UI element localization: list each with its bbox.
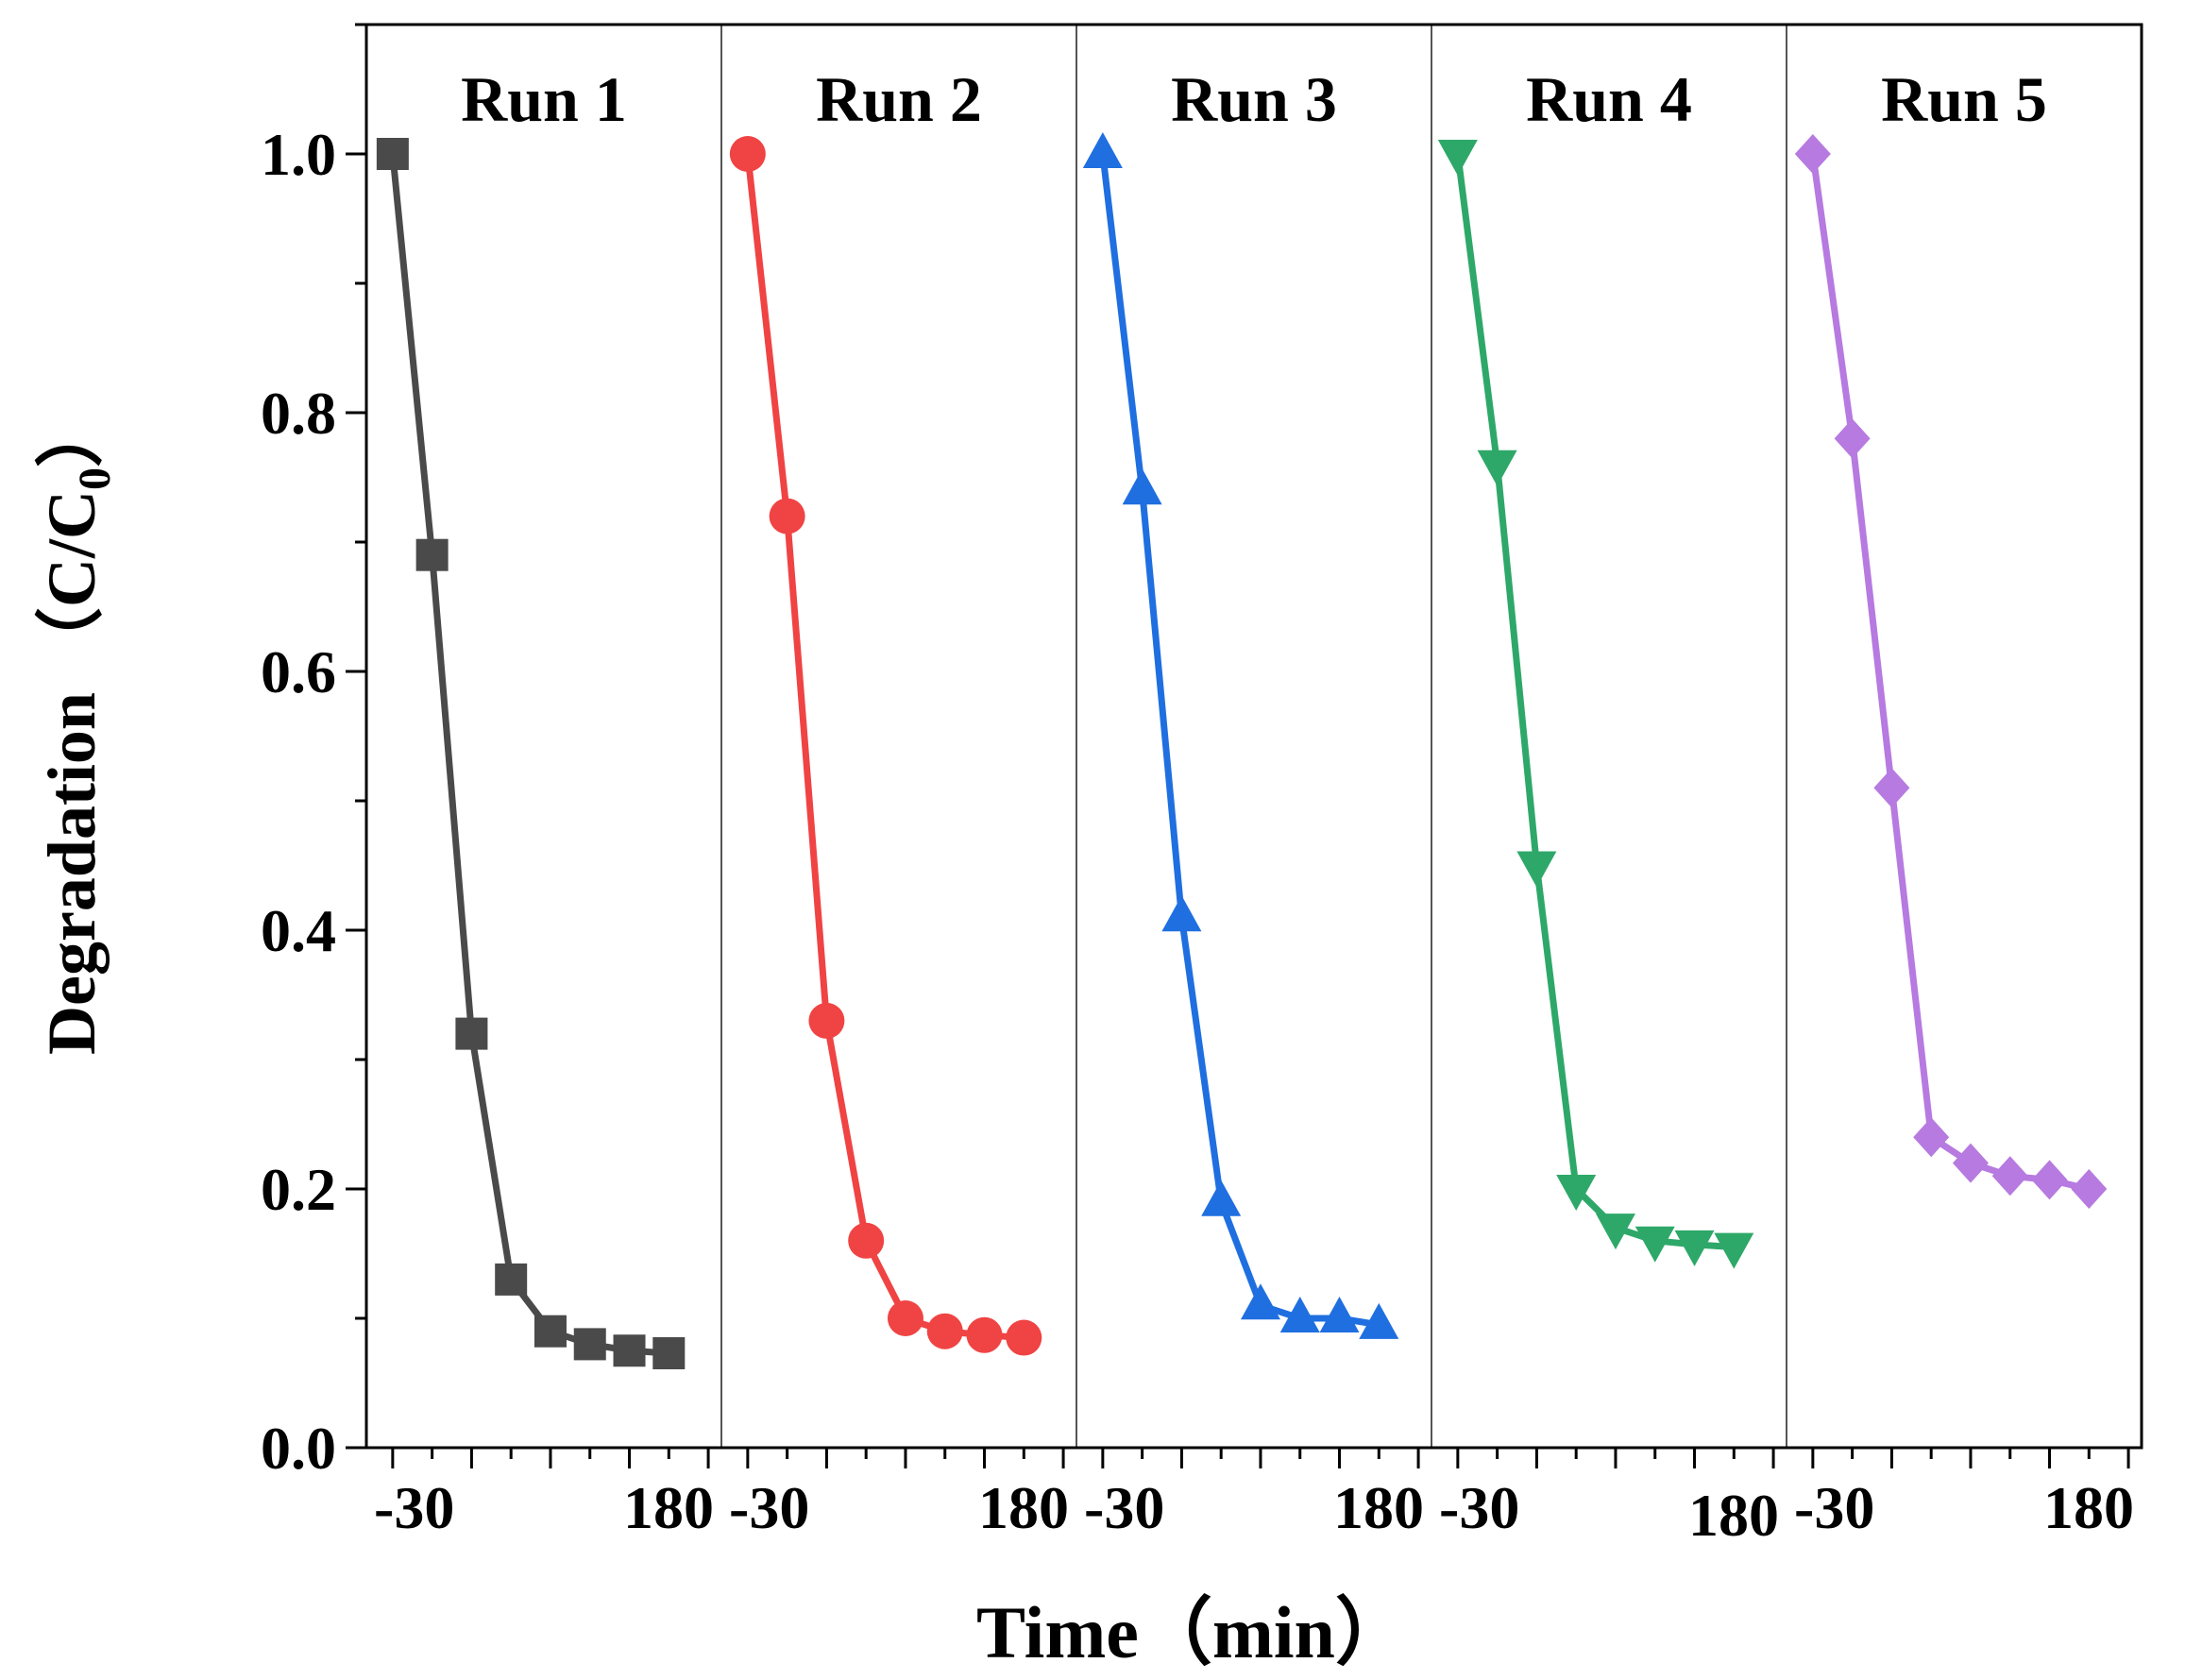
- data-point-run-2: [1006, 1319, 1042, 1356]
- run-label: Run 4: [1526, 63, 1692, 135]
- x-tick-label: -30: [1794, 1474, 1874, 1541]
- x-tick-label: -30: [729, 1474, 809, 1541]
- data-point-run-1: [613, 1334, 646, 1367]
- y-tick-label: 0.8: [261, 380, 336, 447]
- data-point-run-1: [415, 538, 449, 571]
- data-point-run-2: [848, 1222, 885, 1259]
- run-label: Run 5: [1881, 63, 2047, 135]
- x-tick-label: 180: [623, 1474, 714, 1541]
- data-point-run-5: [1873, 768, 1910, 808]
- x-tick-label: 180: [1688, 1482, 1779, 1549]
- data-point-run-4: [1556, 1175, 1597, 1211]
- data-point-run-1: [376, 138, 409, 170]
- data-point-run-3: [1279, 1297, 1320, 1332]
- axes: [346, 23, 2143, 1468]
- data-point-run-2: [808, 1002, 845, 1039]
- x-tick-label: -30: [1439, 1474, 1519, 1541]
- data-point-run-5: [2071, 1169, 2108, 1209]
- run-separators: [720, 25, 1787, 1448]
- data-point-run-5: [1834, 418, 1871, 459]
- data-point-run-2: [729, 136, 766, 172]
- x-tick-label: 180: [978, 1474, 1069, 1541]
- data-point-run-5: [1991, 1156, 2028, 1196]
- y-tick-label: 0.4: [261, 897, 336, 964]
- labels: 0.00.20.40.60.81.0-30 180 -30 180 -30 180 -30 1…: [261, 63, 2134, 1549]
- series: [376, 132, 2108, 1369]
- data-point-run-2: [966, 1316, 1003, 1353]
- data-point-run-4: [1477, 450, 1517, 486]
- x-tick-label: -30: [374, 1474, 454, 1541]
- y-axis-label: Degradation （C/C0）: [34, 399, 120, 1055]
- y-tick-label: 0.6: [261, 638, 336, 705]
- series-line-run-1: [389, 153, 669, 1357]
- data-point-run-3: [1240, 1283, 1280, 1320]
- x-tick-label: -30: [1084, 1474, 1164, 1541]
- data-point-run-4: [1635, 1226, 1675, 1263]
- y-axis-label-close: ）: [34, 399, 110, 467]
- data-point-run-4: [1437, 140, 1478, 176]
- data-point-run-2: [926, 1313, 963, 1349]
- x-tick-label: 180: [2043, 1474, 2134, 1541]
- run-label: Run 2: [816, 63, 982, 135]
- data-point-run-4: [1674, 1230, 1715, 1266]
- series-line-run-2: [744, 153, 1025, 1342]
- data-point-run-5: [1794, 134, 1831, 174]
- data-point-run-2: [769, 498, 805, 535]
- run-label: Run 3: [1171, 63, 1337, 135]
- y-tick-label: 0.0: [261, 1415, 336, 1482]
- data-point-run-1: [495, 1263, 528, 1296]
- y-tick-label: 0.2: [261, 1156, 336, 1223]
- data-point-run-5: [2031, 1160, 2068, 1200]
- y-tick-label: 1.0: [261, 121, 336, 188]
- data-point-run-4: [1516, 851, 1557, 888]
- series-line-run-4: [1454, 153, 1735, 1251]
- data-point-run-1: [534, 1315, 567, 1348]
- data-point-run-3: [1122, 468, 1162, 505]
- data-point-run-2: [887, 1300, 923, 1336]
- data-point-run-1: [652, 1336, 686, 1369]
- run-label: Run 1: [461, 63, 627, 135]
- data-point-run-5: [1913, 1117, 1950, 1158]
- data-point-run-3: [1161, 895, 1202, 932]
- data-point-run-3: [1319, 1297, 1360, 1332]
- plot-frame: [364, 23, 2143, 1450]
- y-axis-label-main: Degradation （C/C: [34, 490, 110, 1055]
- x-tick-label: 180: [1333, 1474, 1424, 1541]
- data-point-run-3: [1082, 132, 1123, 168]
- series-line-run-3: [1099, 153, 1380, 1329]
- data-point-run-4: [1595, 1213, 1635, 1250]
- data-point-run-4: [1714, 1232, 1754, 1269]
- x-axis-label: Time（min）: [976, 1591, 1409, 1673]
- data-point-run-3: [1359, 1302, 1399, 1339]
- data-point-run-5: [1952, 1143, 1989, 1183]
- series-line-run-5: [1809, 153, 2091, 1193]
- y-axis-label-subscript: 0: [70, 467, 120, 490]
- data-point-run-1: [573, 1328, 606, 1361]
- data-point-run-3: [1201, 1179, 1242, 1216]
- data-point-run-1: [455, 1017, 488, 1050]
